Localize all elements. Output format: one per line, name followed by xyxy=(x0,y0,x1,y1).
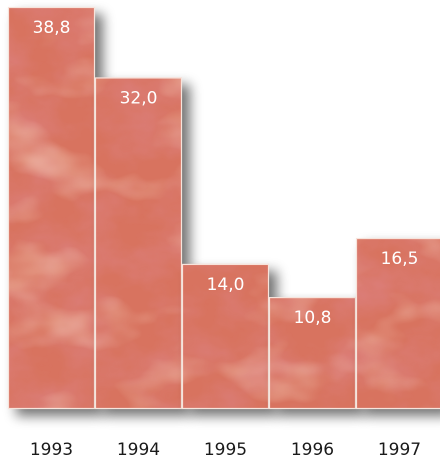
value-label-1997: 16,5 xyxy=(381,249,419,269)
bar-1996 xyxy=(268,297,357,410)
bar-highlight xyxy=(269,297,356,409)
bar-border xyxy=(355,237,440,410)
x-tick-1993: 1993 xyxy=(30,440,73,460)
bar-1994 xyxy=(94,77,183,410)
value-label-1996: 10,8 xyxy=(294,308,332,328)
bar-border xyxy=(268,297,357,410)
value-label-1993: 38,8 xyxy=(33,18,71,38)
x-tick-1996: 1996 xyxy=(291,440,334,460)
x-axis-ticks: 1993 1994 1995 1996 1997 xyxy=(30,440,421,460)
bar-border xyxy=(7,6,96,410)
bar-highlight xyxy=(8,7,95,409)
value-label-1995: 14,0 xyxy=(207,275,245,295)
bar-1995 xyxy=(181,263,270,410)
bars-layer xyxy=(7,6,440,410)
bar-highlight xyxy=(356,238,440,409)
bar-1997 xyxy=(355,237,440,410)
x-tick-1995: 1995 xyxy=(204,440,247,460)
bar-border xyxy=(181,263,270,410)
bar-highlight xyxy=(182,263,269,409)
value-label-1994: 32,0 xyxy=(120,88,158,108)
bar-highlight xyxy=(95,77,182,409)
x-tick-1997: 1997 xyxy=(378,440,421,460)
bar-1993 xyxy=(7,6,96,410)
value-labels-layer: 38,8 32,0 14,0 10,8 16,5 xyxy=(33,18,419,328)
bar-border xyxy=(94,77,183,410)
x-tick-1994: 1994 xyxy=(117,440,160,460)
